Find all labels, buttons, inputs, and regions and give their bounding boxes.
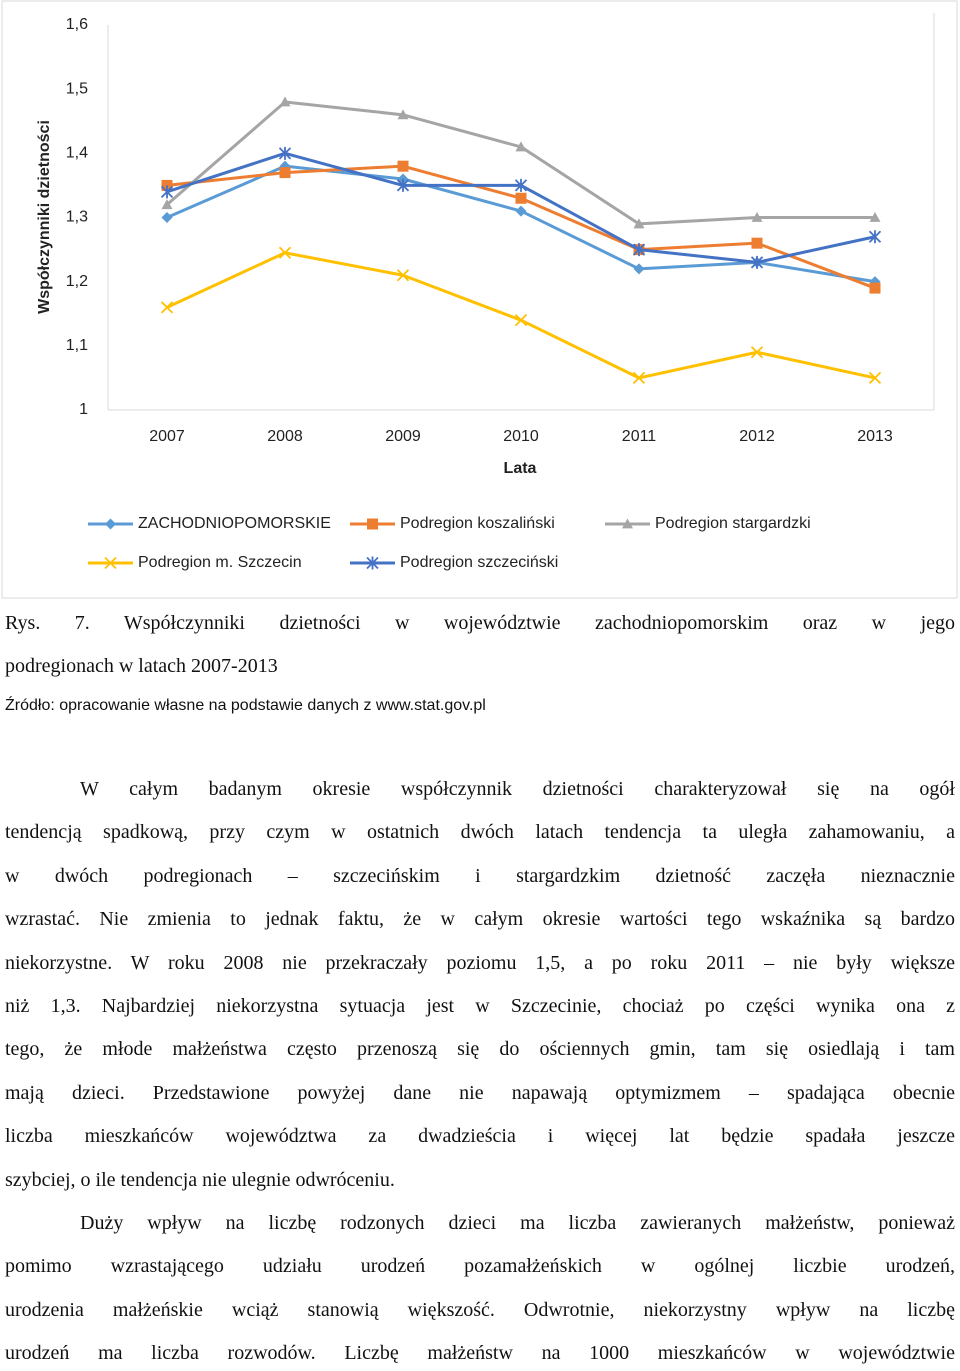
paragraph-line: urodzenia małżeńskie wciąż stanowią więk… xyxy=(5,1299,955,1321)
paragraph-line: mają dzieci. Przedstawione powyżej dane … xyxy=(5,1082,955,1104)
paragraph-line: urodzeń ma liczba rozwodów. Liczbę małże… xyxy=(5,1342,955,1364)
paragraph-line: tego, że młode małżeństwa często przenos… xyxy=(5,1038,955,1060)
paragraph-line: niekorzystne. W roku 2008 nie przekracza… xyxy=(5,952,955,974)
legend-label: Podregion szczeciński xyxy=(400,554,558,571)
marker xyxy=(278,146,292,160)
x-tick-label: 2011 xyxy=(622,428,657,445)
marker xyxy=(514,178,528,192)
marker xyxy=(161,212,173,223)
y-tick-label: 1 xyxy=(79,401,88,418)
marker xyxy=(515,205,527,217)
marker xyxy=(632,243,646,257)
y-axis-title: Współczynniki dzietności xyxy=(36,120,53,314)
marker xyxy=(632,371,646,385)
x-axis-title: Lata xyxy=(504,460,537,477)
marker xyxy=(751,237,763,249)
marker xyxy=(104,556,117,570)
marker xyxy=(105,518,116,530)
marker xyxy=(868,230,882,244)
paragraph-line: pomimo wzrastającego udziału urodzeń poz… xyxy=(5,1255,955,1277)
legend-label: ZACHODNIOPOMORSKIE xyxy=(138,515,331,532)
x-tick-label: 2010 xyxy=(503,428,539,445)
paragraph-line: Duży wpływ na liczbę rodzonych dzieci ma… xyxy=(80,1212,955,1234)
marker xyxy=(750,255,764,269)
chart-frame xyxy=(1,0,958,599)
marker xyxy=(161,199,173,210)
x-tick-label: 2012 xyxy=(739,428,775,445)
y-tick-label: 1,1 xyxy=(66,337,88,354)
marker xyxy=(622,518,633,529)
legend-label: Podregion koszaliński xyxy=(400,515,555,532)
paragraph-line: W całym badanym okresie współczynnik dzi… xyxy=(80,778,955,800)
y-tick-label: 1,2 xyxy=(66,273,88,290)
marker xyxy=(515,141,527,152)
paragraph-line: szybciej, o ile tendencja nie ulegnie od… xyxy=(5,1169,395,1191)
marker xyxy=(279,167,291,179)
paragraph-line: liczba mieszkańców województwa za dwadzi… xyxy=(5,1125,955,1147)
x-tick-label: 2008 xyxy=(267,428,303,445)
marker xyxy=(869,212,881,222)
y-tick-label: 1,3 xyxy=(66,209,88,226)
marker xyxy=(396,178,410,192)
legend-label: Podregion stargardzki xyxy=(655,515,811,532)
marker xyxy=(869,282,881,294)
marker xyxy=(633,263,645,275)
marker xyxy=(868,371,882,385)
marker xyxy=(279,96,291,107)
marker xyxy=(160,185,174,199)
marker xyxy=(160,301,174,314)
marker xyxy=(367,518,378,530)
y-tick-label: 1,4 xyxy=(66,145,88,162)
marker xyxy=(751,212,763,222)
marker xyxy=(278,246,292,259)
marker xyxy=(366,556,379,570)
paragraph-line: w dwóch podregionach – szczecińskim i st… xyxy=(5,865,955,887)
y-tick-label: 1,6 xyxy=(66,16,88,33)
marker xyxy=(397,109,409,120)
marker xyxy=(397,160,409,172)
chart: Współczynniki dzietności Lata 1 1,1 1,2 1,3… xyxy=(1,0,958,599)
marker xyxy=(396,269,410,282)
paragraph-line: niż 1,3. Najbardziej niekorzystna sytuac… xyxy=(5,995,955,1017)
x-tick-label: 2007 xyxy=(149,428,185,445)
paragraph-line: wzrastać. Nie zmienia to jednak faktu, ż… xyxy=(5,908,955,930)
y-tick-label: 1,5 xyxy=(66,80,88,97)
marker xyxy=(515,192,527,204)
caption-line: Rys. 7. Współczynniki dzietności w wojew… xyxy=(5,612,955,634)
legend-label: Podregion m. Szczecin xyxy=(138,554,302,571)
x-tick-label: 2009 xyxy=(385,428,421,445)
x-tick-label: 2013 xyxy=(857,428,893,445)
series-line xyxy=(166,251,876,380)
paragraph-line: tendencją spadkową, przy czym w ostatnic… xyxy=(5,821,955,843)
marker xyxy=(633,218,645,229)
caption-line: podregionach w latach 2007-2013 xyxy=(5,655,278,677)
marker xyxy=(514,314,528,327)
marker xyxy=(750,346,764,359)
source-note: Źródło: opracowanie własne na podstawie … xyxy=(5,697,486,714)
